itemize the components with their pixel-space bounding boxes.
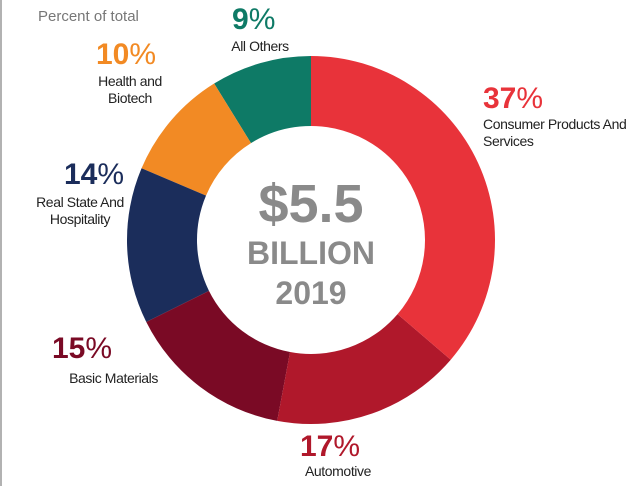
donut-segment	[277, 314, 451, 425]
value-label: 10%	[96, 38, 157, 71]
value-label: 15%	[52, 332, 113, 365]
subtitle: Percent of total	[38, 8, 139, 25]
donut-segment	[146, 290, 291, 421]
category-label: Health and Biotech	[98, 73, 162, 106]
center-unit: BILLION	[247, 235, 375, 271]
donut-segment	[311, 56, 495, 360]
center-amount: $5.5	[258, 174, 363, 234]
center-year: 2019	[275, 275, 346, 311]
value-label: 17%	[300, 430, 361, 463]
value-label: 9%	[232, 3, 276, 36]
donut-segment	[127, 168, 209, 323]
donut-segment	[214, 56, 311, 144]
value-label: 14%	[64, 158, 125, 191]
donut-segment	[141, 83, 251, 196]
category-label: Real State And Hospitality	[36, 194, 124, 227]
value-label: 37%	[483, 82, 544, 115]
category-label: Basic Materials	[69, 370, 158, 386]
category-label: Automotive	[304, 463, 372, 479]
category-label: Consumer Products And Services	[483, 116, 627, 149]
category-label: All Others	[231, 38, 289, 54]
